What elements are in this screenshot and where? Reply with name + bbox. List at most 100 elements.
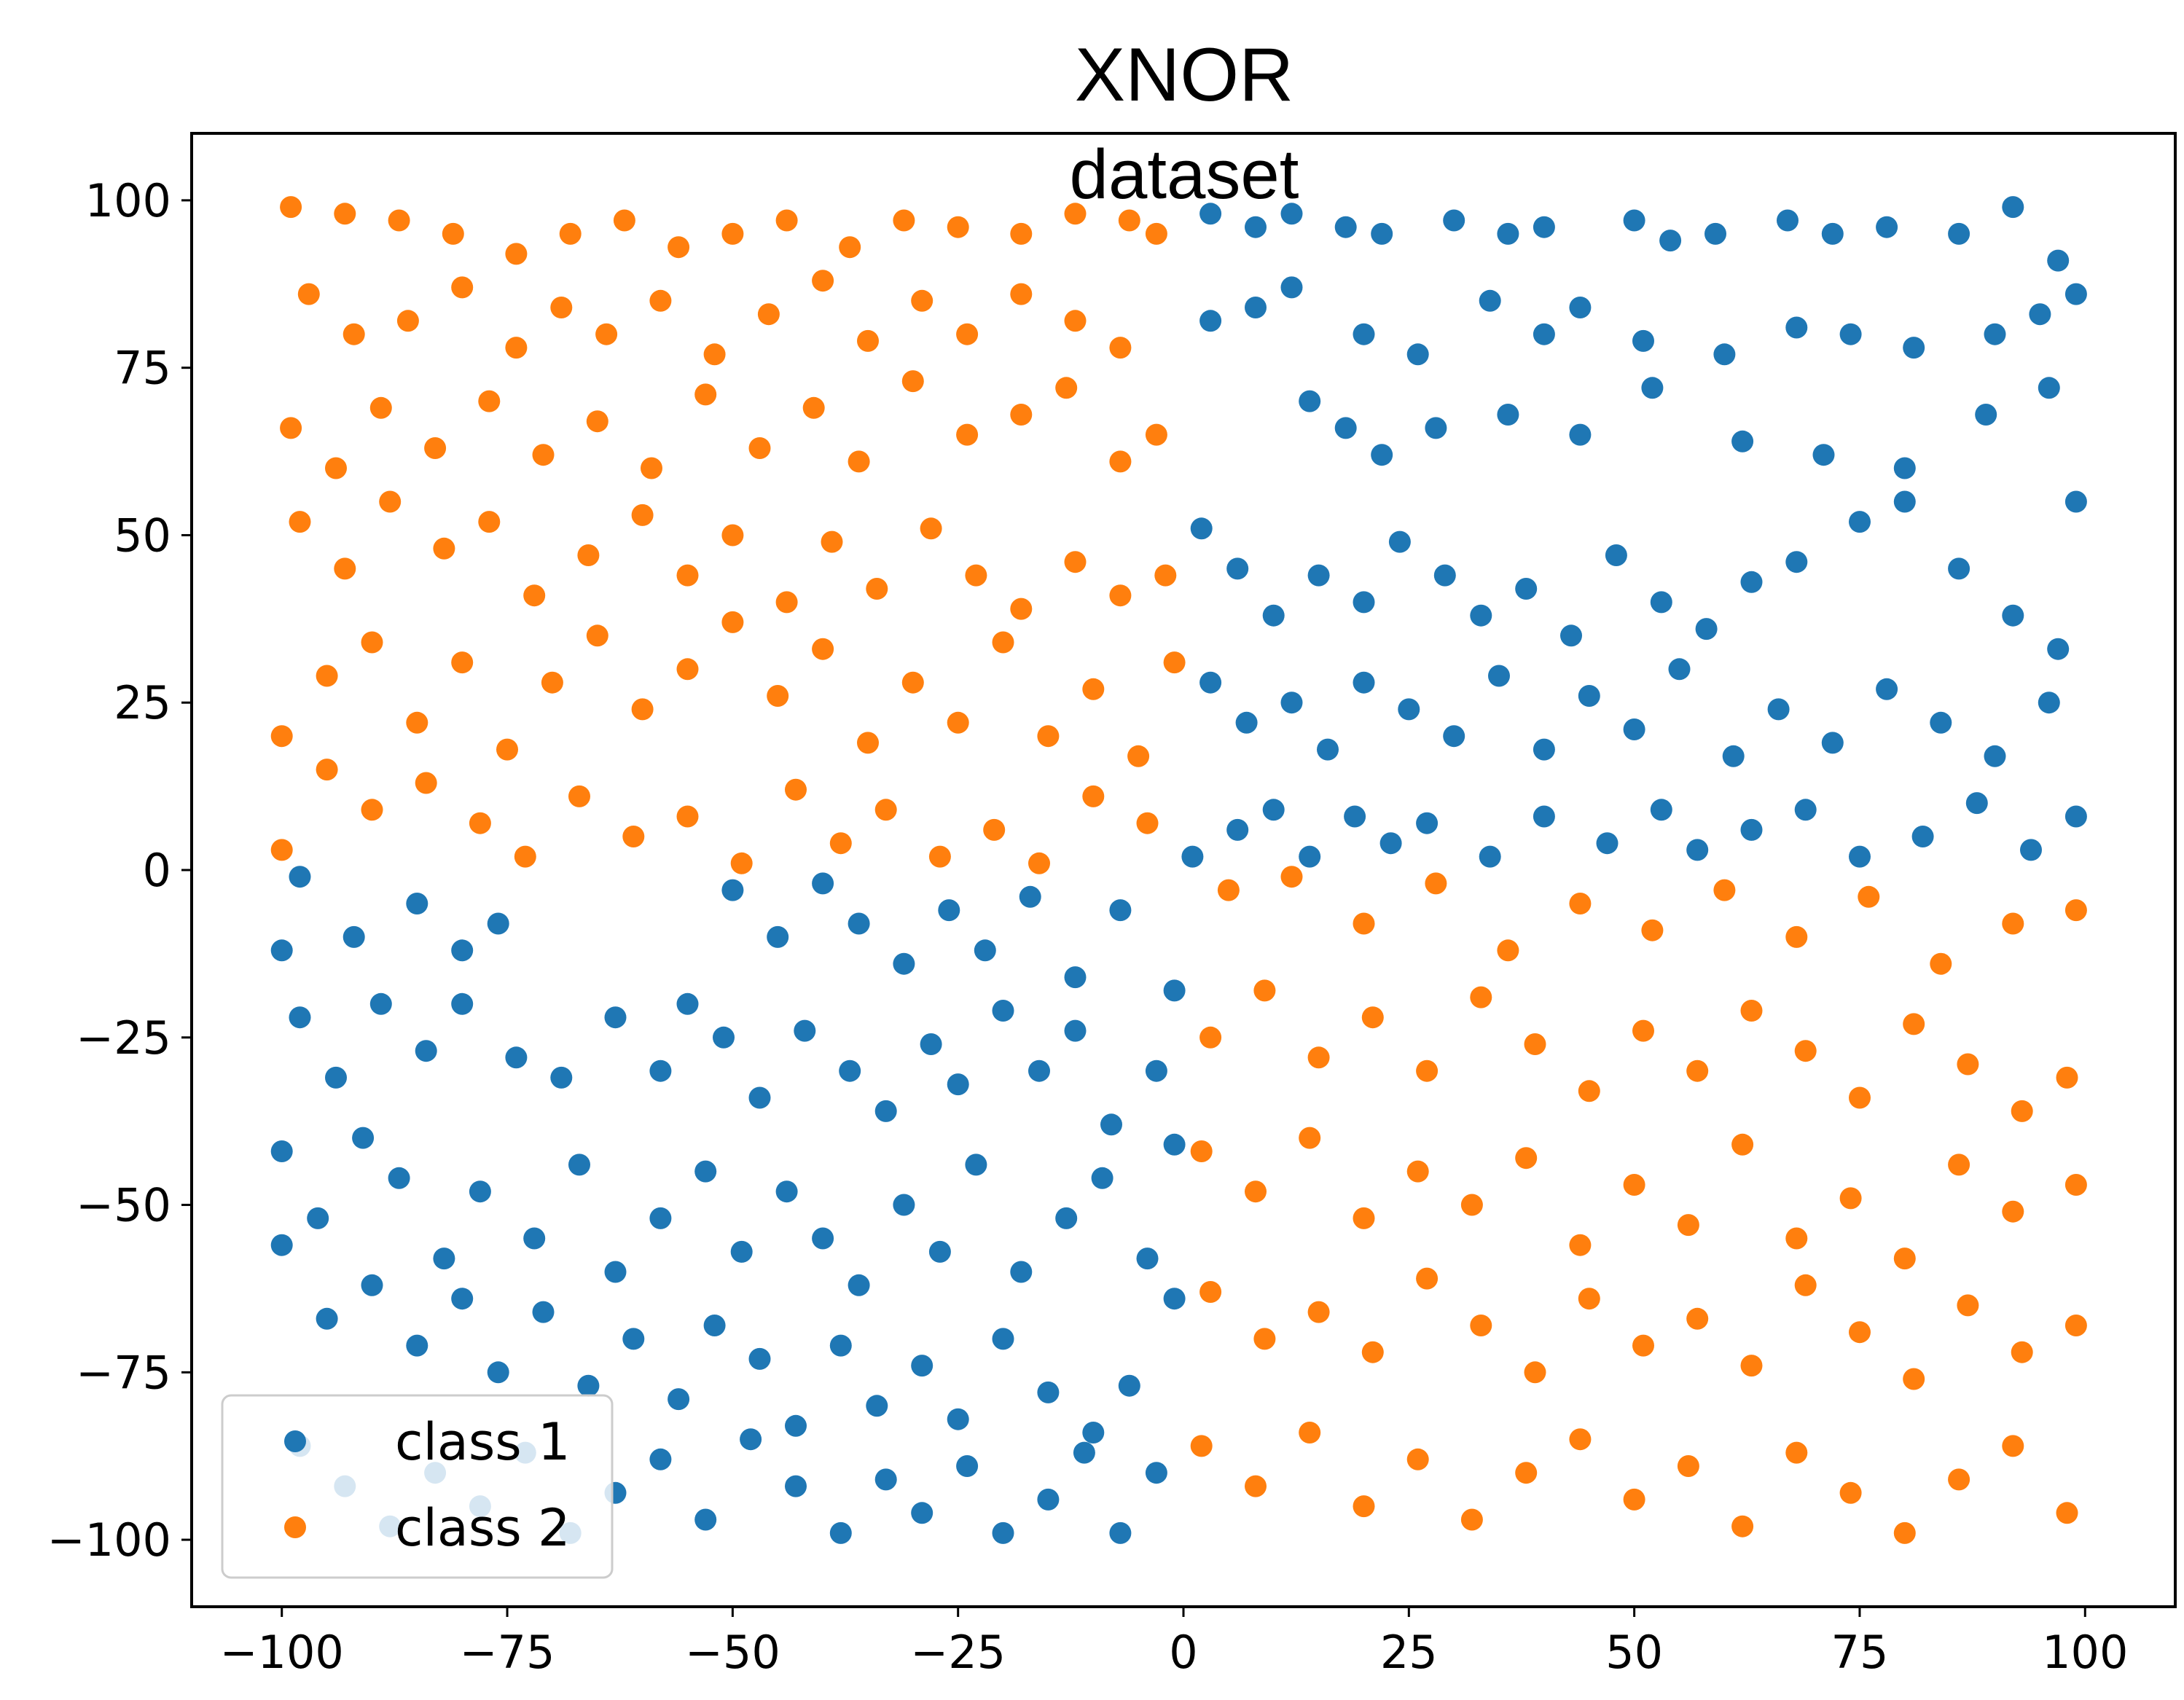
- data-point: [1190, 1435, 1213, 1457]
- data-point: [1136, 812, 1159, 834]
- data-point: [730, 1240, 753, 1263]
- data-point: [568, 785, 590, 807]
- data-point: [379, 490, 402, 513]
- data-point: [1280, 276, 1303, 299]
- data-point: [1280, 203, 1303, 225]
- data-point: [1406, 1160, 1429, 1183]
- data-point: [2047, 638, 2070, 660]
- data-point: [577, 544, 600, 566]
- data-point: [2056, 1066, 2078, 1089]
- y-tick-label: −100: [47, 1513, 171, 1567]
- data-point: [1334, 417, 1357, 439]
- data-point: [1199, 1281, 1222, 1303]
- data-point: [532, 444, 555, 466]
- data-point: [1064, 203, 1087, 225]
- data-point: [1010, 222, 1033, 245]
- data-point: [523, 584, 546, 607]
- data-point: [541, 671, 563, 694]
- data-point: [297, 283, 320, 305]
- data-point: [280, 417, 302, 439]
- data-point: [721, 222, 744, 245]
- data-point: [2002, 604, 2024, 627]
- data-point: [1307, 1301, 1330, 1323]
- y-tick-label: −50: [76, 1179, 171, 1232]
- data-point: [2064, 490, 2087, 513]
- data-point: [1911, 826, 1934, 847]
- data-point: [1299, 845, 1321, 868]
- data-point: [2002, 1200, 2024, 1223]
- data-point: [901, 671, 924, 694]
- data-point: [1127, 745, 1150, 767]
- data-point: [415, 772, 437, 794]
- data-point: [1876, 216, 1898, 238]
- data-point: [794, 1019, 816, 1042]
- data-point: [1470, 986, 1492, 1008]
- data-point: [668, 1388, 690, 1411]
- data-point: [1686, 1307, 1709, 1330]
- data-point: [523, 1227, 546, 1250]
- data-point: [568, 1153, 590, 1176]
- data-point: [1416, 812, 1439, 834]
- data-point: [839, 1059, 861, 1082]
- data-point: [928, 845, 951, 868]
- data-point: [586, 624, 608, 647]
- data-point: [1849, 511, 1871, 533]
- data-point: [1037, 1381, 1060, 1403]
- data-point: [1406, 1448, 1429, 1470]
- data-point: [802, 396, 825, 419]
- data-point: [1569, 1234, 1592, 1256]
- data-point: [478, 390, 501, 412]
- data-point: [396, 310, 419, 332]
- data-point: [424, 437, 447, 459]
- data-point: [1163, 1133, 1186, 1156]
- data-point: [893, 952, 915, 975]
- data-point: [352, 1127, 375, 1149]
- data-point: [1136, 1247, 1159, 1270]
- data-point: [1893, 1247, 1916, 1270]
- data-point: [2011, 1341, 2033, 1363]
- y-tick-label: 100: [85, 174, 171, 227]
- data-point: [2029, 303, 2051, 326]
- data-point: [1217, 879, 1240, 901]
- data-point: [1533, 323, 1555, 345]
- x-tick-label: 25: [1380, 1626, 1438, 1679]
- data-point: [1903, 1013, 1925, 1035]
- data-point: [829, 1521, 852, 1544]
- data-point: [270, 939, 293, 962]
- data-point: [1190, 517, 1213, 540]
- data-point: [2064, 899, 2087, 922]
- data-point: [748, 1086, 771, 1109]
- data-point: [1794, 1274, 1817, 1296]
- data-point: [812, 638, 834, 660]
- data-point: [649, 1207, 672, 1229]
- data-point: [361, 631, 383, 654]
- data-point: [1064, 551, 1087, 573]
- x-tick-label: −75: [460, 1626, 555, 1679]
- data-point: [974, 939, 996, 962]
- data-point: [767, 685, 789, 707]
- data-point: [901, 370, 924, 393]
- data-point: [1957, 1053, 1979, 1076]
- data-point: [874, 1468, 897, 1491]
- data-point: [812, 270, 834, 292]
- data-point: [2064, 1174, 2087, 1196]
- data-point: [1569, 297, 1592, 318]
- data-point: [361, 1274, 383, 1296]
- data-point: [1109, 337, 1132, 359]
- data-point: [2038, 377, 2060, 399]
- data-point: [911, 1502, 934, 1524]
- data-point: [721, 879, 744, 901]
- data-point: [1785, 925, 1808, 948]
- legend-box: [221, 1394, 614, 1579]
- data-point: [848, 1274, 870, 1296]
- data-point: [1731, 1515, 1754, 1538]
- data-point: [775, 209, 798, 232]
- data-point: [992, 1000, 1014, 1022]
- data-point: [928, 1240, 951, 1263]
- data-point: [1948, 222, 1970, 245]
- data-point: [1028, 852, 1050, 874]
- y-tick-label: 75: [114, 342, 171, 395]
- data-point: [622, 826, 645, 847]
